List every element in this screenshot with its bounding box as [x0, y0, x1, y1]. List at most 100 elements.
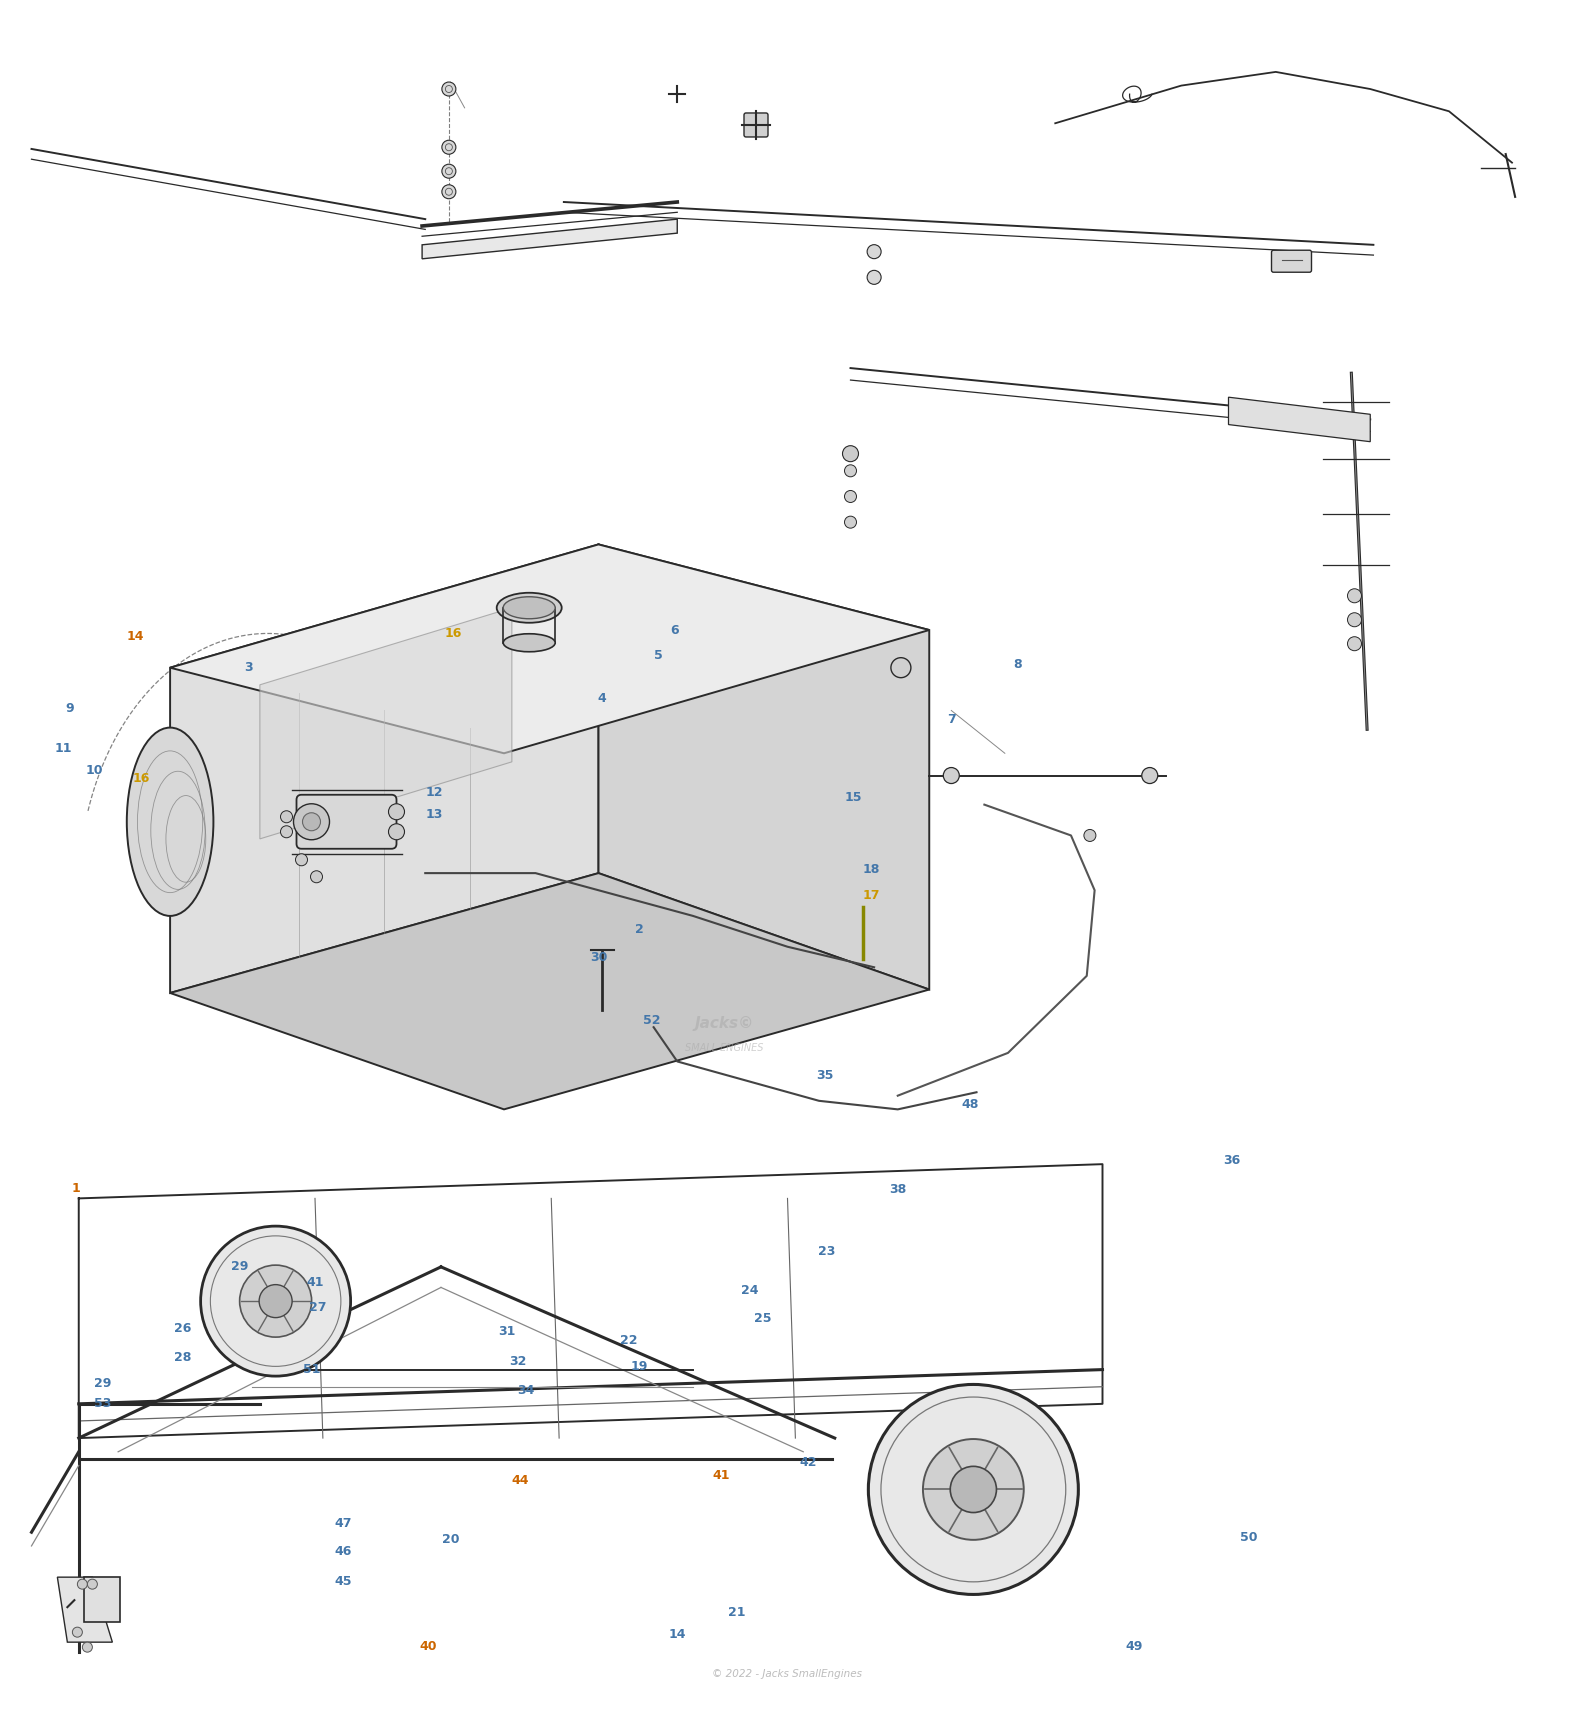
Text: 1: 1	[71, 1181, 80, 1195]
Text: 18: 18	[862, 863, 880, 877]
Text: 14: 14	[126, 630, 145, 644]
Circle shape	[1084, 829, 1096, 842]
Text: 35: 35	[816, 1068, 835, 1082]
Circle shape	[1348, 613, 1361, 627]
Text: 16: 16	[444, 627, 463, 640]
Circle shape	[844, 464, 857, 478]
Text: 50: 50	[1240, 1531, 1258, 1544]
Text: 52: 52	[643, 1014, 661, 1027]
Polygon shape	[260, 608, 512, 839]
Text: 2: 2	[635, 923, 644, 936]
Polygon shape	[1228, 397, 1370, 442]
Polygon shape	[57, 1577, 112, 1642]
Text: 29: 29	[230, 1260, 249, 1274]
Text: 10: 10	[85, 764, 104, 777]
Circle shape	[843, 445, 858, 462]
Text: 14: 14	[668, 1628, 687, 1642]
Text: 53: 53	[93, 1397, 112, 1411]
Text: 48: 48	[961, 1097, 980, 1111]
Text: 3: 3	[244, 661, 254, 675]
Text: 40: 40	[419, 1640, 438, 1654]
Circle shape	[950, 1467, 997, 1512]
Circle shape	[72, 1626, 82, 1637]
Circle shape	[844, 490, 857, 503]
Text: 19: 19	[630, 1359, 649, 1373]
Circle shape	[260, 1284, 291, 1318]
Ellipse shape	[502, 633, 556, 652]
Circle shape	[443, 140, 455, 154]
Circle shape	[77, 1578, 87, 1589]
Circle shape	[200, 1226, 351, 1376]
Circle shape	[389, 823, 405, 841]
Polygon shape	[170, 544, 598, 993]
FancyBboxPatch shape	[743, 113, 769, 137]
Text: 26: 26	[173, 1322, 192, 1335]
Text: 5: 5	[654, 649, 663, 663]
Text: 22: 22	[619, 1334, 638, 1347]
Circle shape	[891, 657, 910, 678]
Circle shape	[239, 1265, 312, 1337]
Circle shape	[280, 811, 293, 823]
Circle shape	[443, 185, 455, 199]
Text: 31: 31	[498, 1325, 517, 1339]
Text: 23: 23	[817, 1245, 836, 1258]
Text: 47: 47	[334, 1517, 353, 1531]
Circle shape	[87, 1578, 98, 1589]
Text: 8: 8	[1013, 657, 1022, 671]
Text: 42: 42	[799, 1455, 817, 1469]
Circle shape	[302, 813, 320, 830]
Text: SMALL ENGINES: SMALL ENGINES	[685, 1043, 764, 1053]
Text: 20: 20	[441, 1532, 460, 1546]
Circle shape	[296, 854, 307, 866]
Text: 29: 29	[93, 1376, 112, 1390]
Circle shape	[443, 82, 455, 96]
Text: 12: 12	[425, 786, 444, 800]
Circle shape	[943, 767, 959, 784]
Polygon shape	[170, 544, 929, 753]
Text: 51: 51	[302, 1363, 321, 1376]
Circle shape	[868, 245, 880, 259]
FancyBboxPatch shape	[296, 794, 397, 849]
Text: 38: 38	[890, 1183, 906, 1197]
Circle shape	[280, 825, 293, 837]
Text: 17: 17	[862, 889, 880, 902]
Text: 7: 7	[947, 712, 956, 726]
Text: 27: 27	[309, 1301, 328, 1315]
Circle shape	[868, 1385, 1079, 1594]
Circle shape	[82, 1642, 93, 1652]
Text: 4: 4	[597, 692, 606, 705]
Text: 28: 28	[173, 1351, 192, 1364]
Text: 32: 32	[509, 1354, 528, 1368]
Circle shape	[293, 803, 329, 841]
Polygon shape	[598, 544, 929, 990]
Text: 41: 41	[712, 1469, 731, 1483]
Text: 11: 11	[54, 741, 72, 755]
FancyBboxPatch shape	[1271, 250, 1312, 272]
Text: 6: 6	[669, 623, 679, 637]
Text: 34: 34	[517, 1383, 536, 1397]
Text: Jacks©: Jacks©	[695, 1017, 754, 1031]
Text: 15: 15	[844, 791, 863, 805]
Text: 41: 41	[306, 1275, 324, 1289]
Circle shape	[389, 803, 405, 820]
Text: 16: 16	[132, 772, 151, 786]
Text: 25: 25	[753, 1311, 772, 1325]
Circle shape	[1348, 589, 1361, 603]
Text: 24: 24	[740, 1284, 759, 1298]
Circle shape	[844, 515, 857, 529]
Text: © 2022 - Jacks SmallEngines: © 2022 - Jacks SmallEngines	[712, 1669, 863, 1679]
FancyBboxPatch shape	[85, 1577, 120, 1623]
Ellipse shape	[496, 592, 562, 623]
Ellipse shape	[126, 728, 214, 916]
Text: 44: 44	[510, 1474, 529, 1488]
Polygon shape	[422, 219, 677, 259]
Text: 9: 9	[65, 702, 74, 716]
Circle shape	[310, 871, 323, 883]
Circle shape	[443, 164, 455, 178]
Circle shape	[1142, 767, 1158, 784]
Text: 36: 36	[1224, 1154, 1240, 1168]
Text: 46: 46	[334, 1544, 353, 1558]
Circle shape	[868, 270, 880, 284]
Polygon shape	[170, 873, 929, 1109]
Text: 45: 45	[334, 1575, 353, 1589]
